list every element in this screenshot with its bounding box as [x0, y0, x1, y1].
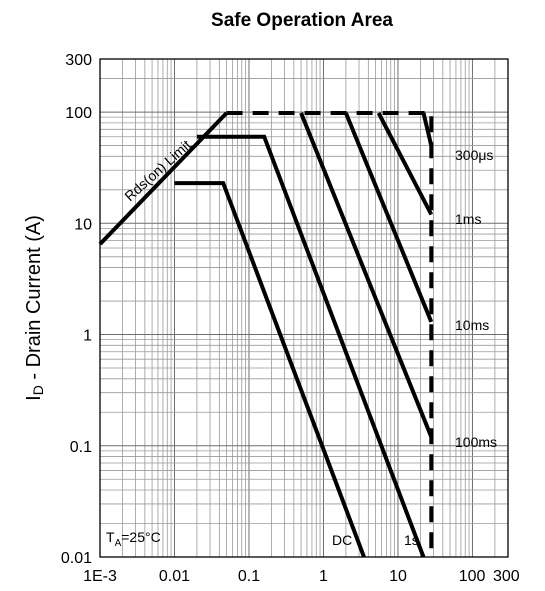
y-tick-label: 0.1 — [70, 439, 92, 456]
y-tick-labels: 0.01 0.1 1 10 100 300 — [61, 52, 92, 567]
series-100ms-line — [299, 112, 434, 438]
x-tick-label: 0.1 — [238, 568, 260, 585]
x-tick-label: 0.01 — [159, 568, 190, 585]
y-axis-label: ID - Drain Current (A) — [23, 215, 46, 401]
series-dc-line — [174, 181, 366, 558]
x-tick-label: 1 — [319, 568, 328, 585]
y-tick-label: 10 — [74, 216, 92, 233]
label-300us: 300μs — [455, 147, 493, 163]
curves — [98, 111, 434, 558]
series-limit-line — [226, 111, 434, 557]
y-tick-label: 300 — [65, 52, 92, 69]
series-10ms-line — [344, 112, 434, 323]
x-tick-label: 10 — [389, 568, 407, 585]
x-tick-labels: 1E-3 0.01 0.1 1 10 100 300 — [83, 568, 520, 585]
y-tick-label: 0.01 — [61, 550, 92, 567]
chart-title: Safe Operation Area — [211, 10, 393, 31]
label-1s: 1s — [404, 532, 419, 548]
y-tick-label: 1 — [83, 328, 92, 345]
label-10ms: 10ms — [455, 317, 489, 333]
x-tick-label: 1E-3 — [83, 568, 117, 585]
label-100ms: 100ms — [455, 434, 497, 450]
y-tick-label: 100 — [65, 105, 92, 122]
series-1s-line — [196, 134, 426, 558]
series-1ms-line — [376, 112, 434, 216]
label-dc: DC — [332, 532, 352, 548]
series-300-s-line — [421, 112, 434, 147]
label-1ms: 1ms — [455, 211, 481, 227]
x-tick-label: 300 — [493, 568, 520, 585]
ta-annotation: TA=25°C — [106, 529, 161, 549]
plot-frame — [99, 58, 509, 558]
grid — [99, 58, 509, 558]
x-tick-label: 100 — [459, 568, 486, 585]
